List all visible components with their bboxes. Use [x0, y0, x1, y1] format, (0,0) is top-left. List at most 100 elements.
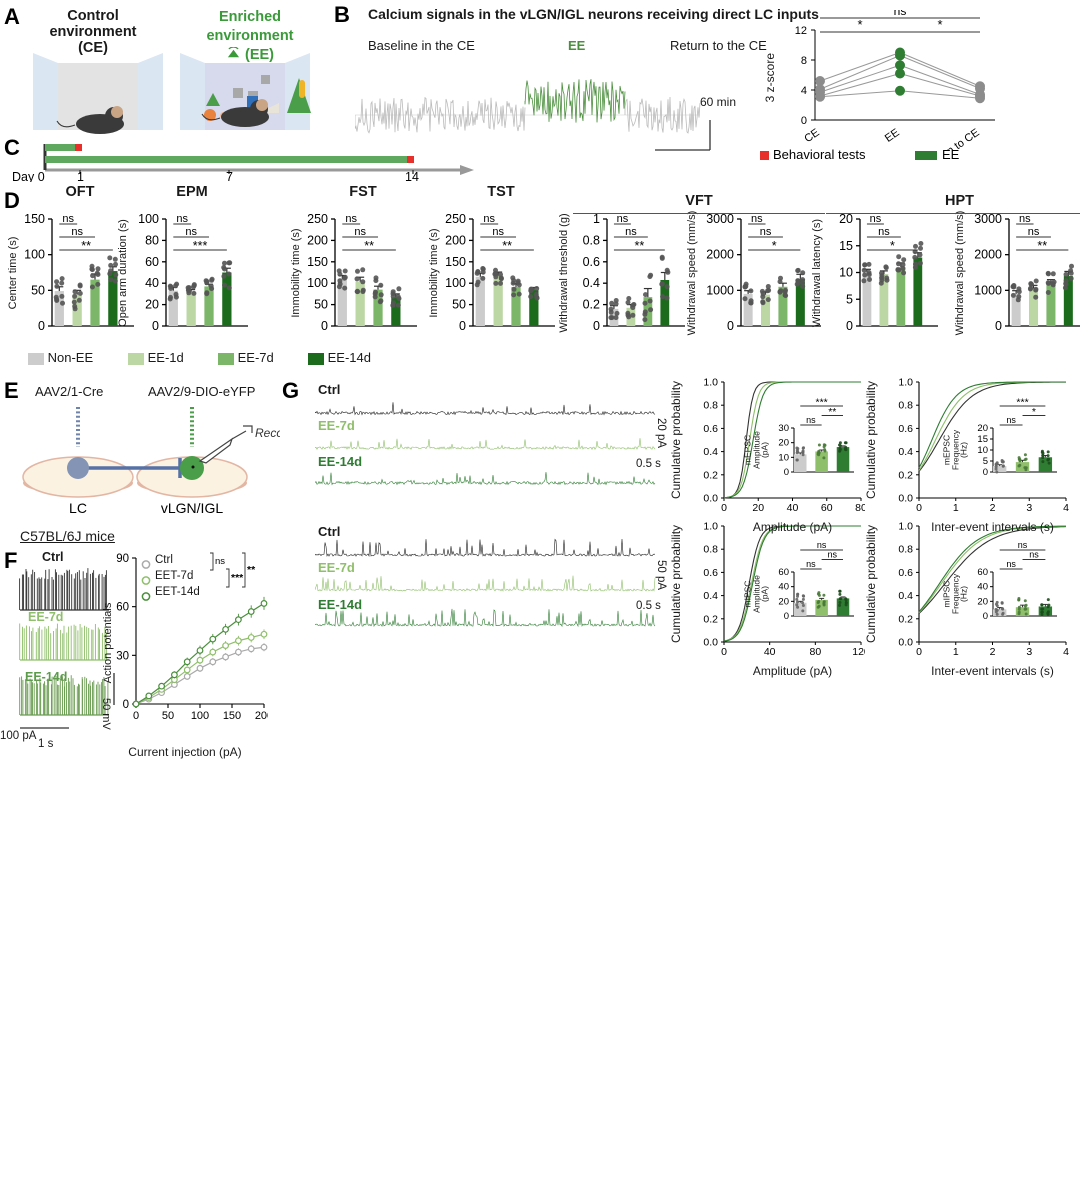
svg-text:ns: ns	[354, 226, 366, 238]
svg-text:0: 0	[593, 319, 600, 333]
svg-text:1.0: 1.0	[898, 522, 913, 533]
svg-text:1000: 1000	[974, 283, 1002, 297]
svg-text:50: 50	[314, 298, 328, 312]
svg-text:100: 100	[307, 276, 328, 290]
svg-text:150: 150	[307, 255, 328, 269]
svg-text:ns: ns	[1019, 213, 1031, 225]
svg-text:0.8: 0.8	[898, 544, 913, 556]
svg-text:60: 60	[977, 567, 988, 578]
svg-text:0.6: 0.6	[583, 255, 600, 269]
svg-text:250: 250	[307, 212, 328, 226]
svg-text:vLGN/IGL: vLGN/IGL	[161, 500, 223, 516]
svg-text:0.0: 0.0	[898, 493, 913, 505]
svg-text:0.2: 0.2	[703, 613, 718, 625]
svg-text:150: 150	[445, 255, 466, 269]
svg-text:10: 10	[977, 445, 988, 456]
svg-text:0.2: 0.2	[898, 469, 913, 481]
svg-text:20: 20	[977, 596, 988, 607]
svg-text:0: 0	[123, 699, 129, 711]
svg-text:1: 1	[953, 502, 959, 514]
svg-text:CE: CE	[802, 127, 821, 146]
svg-text:150: 150	[223, 710, 241, 722]
svg-text:1000: 1000	[706, 283, 734, 297]
svg-text:0.6: 0.6	[703, 567, 718, 579]
svg-text:0: 0	[916, 502, 922, 514]
svg-text:7: 7	[226, 170, 233, 182]
svg-text:3000: 3000	[974, 212, 1002, 226]
svg-text:3: 3	[1026, 646, 1032, 658]
svg-text:0: 0	[721, 646, 727, 658]
svg-text:20: 20	[778, 596, 789, 607]
svg-text:0.0: 0.0	[898, 637, 913, 649]
svg-text:ns: ns	[483, 213, 495, 225]
svg-text:***: ***	[193, 239, 208, 253]
svg-text:ns: ns	[828, 550, 838, 560]
svg-text:200: 200	[255, 710, 268, 722]
svg-text:Recording: Recording	[255, 426, 280, 440]
svg-text:30: 30	[778, 423, 789, 434]
svg-text:ns: ns	[806, 559, 816, 569]
svg-text:ns: ns	[817, 542, 827, 550]
svg-text:1: 1	[77, 170, 84, 182]
svg-text:0.8: 0.8	[703, 544, 718, 556]
svg-text:60: 60	[778, 567, 789, 578]
svg-text:ns: ns	[215, 556, 225, 567]
svg-text:0.6: 0.6	[898, 567, 913, 579]
svg-text:*: *	[890, 239, 895, 253]
svg-text:0.2: 0.2	[898, 613, 913, 625]
svg-text:0: 0	[784, 611, 789, 622]
svg-text:0.4: 0.4	[898, 446, 913, 458]
svg-text:ns: ns	[176, 213, 188, 225]
svg-text:0: 0	[995, 319, 1002, 333]
svg-text:0.8: 0.8	[583, 233, 600, 247]
svg-text:***: ***	[1016, 398, 1028, 409]
svg-text:0.0: 0.0	[703, 493, 718, 505]
svg-text:ns: ns	[71, 226, 83, 238]
svg-text:0: 0	[721, 502, 727, 514]
svg-text:3: 3	[1026, 502, 1032, 514]
svg-text:0.6: 0.6	[703, 423, 718, 435]
svg-text:80: 80	[809, 646, 821, 658]
svg-text:60: 60	[116, 602, 129, 614]
svg-text:15: 15	[839, 239, 853, 253]
svg-text:ns: ns	[1006, 559, 1016, 569]
svg-text:*: *	[857, 17, 862, 32]
svg-text:0: 0	[846, 319, 853, 333]
svg-text:100: 100	[445, 276, 466, 290]
svg-text:0: 0	[459, 319, 466, 333]
svg-text:**: **	[81, 239, 91, 253]
svg-text:***: ***	[231, 572, 244, 584]
svg-text:0.8: 0.8	[898, 400, 913, 412]
svg-text:2: 2	[990, 646, 996, 658]
svg-text:8: 8	[801, 55, 807, 67]
svg-text:1: 1	[953, 646, 959, 658]
svg-text:0: 0	[801, 115, 807, 127]
svg-text:ns: ns	[492, 226, 504, 238]
svg-text:ns: ns	[1028, 226, 1040, 238]
svg-text:ns: ns	[617, 213, 629, 225]
svg-text:EE: EE	[883, 127, 902, 145]
svg-text:50: 50	[162, 710, 174, 722]
svg-text:50: 50	[452, 298, 466, 312]
svg-text:0.6: 0.6	[898, 423, 913, 435]
svg-text:ns: ns	[62, 213, 74, 225]
svg-text:ns: ns	[185, 226, 197, 238]
svg-text:0.4: 0.4	[703, 590, 718, 602]
svg-text:0: 0	[133, 710, 139, 722]
svg-text:150: 150	[24, 212, 45, 226]
svg-text:90: 90	[116, 553, 129, 565]
svg-text:4: 4	[1063, 502, 1069, 514]
svg-text:LC: LC	[69, 500, 87, 516]
svg-text:0: 0	[983, 611, 988, 622]
svg-text:250: 250	[445, 212, 466, 226]
svg-text:0: 0	[784, 467, 789, 478]
svg-text:100: 100	[191, 710, 209, 722]
svg-text:ns: ns	[1006, 415, 1016, 425]
svg-text:20: 20	[145, 298, 159, 312]
svg-text:0: 0	[321, 319, 328, 333]
svg-text:40: 40	[778, 582, 789, 593]
svg-text:4: 4	[801, 85, 807, 97]
svg-text:EE: EE	[942, 147, 960, 162]
svg-text:0.8: 0.8	[703, 400, 718, 412]
svg-text:40: 40	[977, 582, 988, 593]
